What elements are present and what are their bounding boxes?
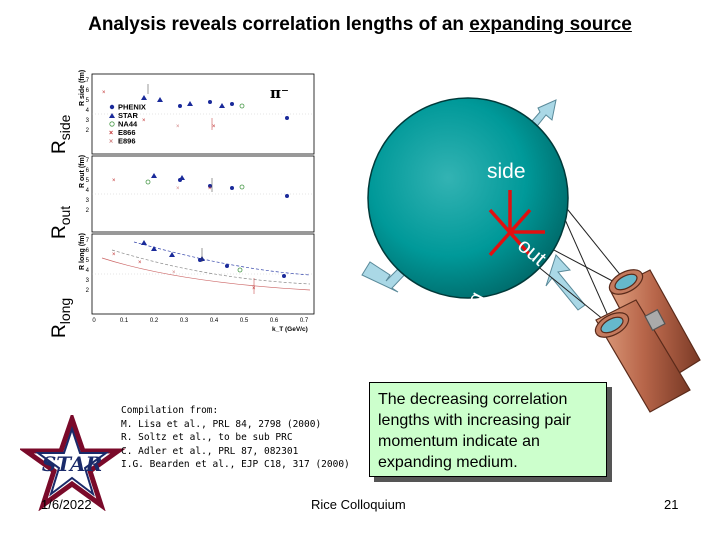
rside-ytick: 7 [86, 78, 90, 84]
pion-label: π⁻ [270, 84, 289, 102]
svg-text:×: × [172, 270, 176, 276]
slide-title: Analysis reveals correlation lengths of … [0, 14, 720, 36]
citation-line: R. Soltz et al., to be sub PRC [121, 432, 293, 443]
svg-text:×: × [142, 118, 146, 124]
svg-text:×: × [138, 260, 142, 266]
title-prefix: Analysis reveals correlation lengths of … [88, 14, 470, 35]
svg-text:0.3: 0.3 [180, 318, 189, 324]
svg-text:0.5: 0.5 [240, 318, 249, 324]
axis-cross [488, 190, 545, 257]
hbt-radii-plot: 7 6 5 4 3 2 7 6 5 4 3 2 7 6 5 4 3 2 R side (fm) R out (… [79, 70, 315, 333]
svg-text:5: 5 [86, 98, 90, 104]
svg-text:4: 4 [86, 268, 90, 274]
star-logo: STAR [20, 415, 126, 511]
plot-xlabel: k_T (GeV/c) [272, 326, 308, 333]
svg-text:0.6: 0.6 [270, 318, 279, 324]
svg-text:×: × [109, 139, 113, 146]
citation-line: I.G. Bearden et al., EJP C18, 317 (2000) [121, 459, 350, 470]
legend-e866: E866 [118, 128, 136, 137]
svg-text:7: 7 [86, 158, 90, 164]
svg-text:4: 4 [86, 108, 90, 114]
callout-text: The decreasing correlation lengths with … [378, 391, 571, 471]
legend-phenix: PHENIX [118, 103, 146, 112]
svg-text:0.1: 0.1 [120, 318, 129, 324]
rside-fm-label: R side (fm) [79, 70, 86, 106]
rlong-points: ×××× [112, 240, 286, 294]
footer-date: 1/6/2022 [41, 497, 92, 512]
svg-text:2: 2 [86, 128, 90, 134]
rlong-fm-label: R long (fm) [79, 233, 86, 270]
callout-box: The decreasing correlation lengths with … [369, 382, 607, 477]
svg-text:2: 2 [86, 288, 90, 294]
rout-points: × × × [112, 173, 289, 198]
svg-text:0.7: 0.7 [300, 318, 309, 324]
svg-text:0.2: 0.2 [150, 318, 159, 324]
svg-text:×: × [212, 124, 216, 130]
svg-text:×: × [112, 178, 116, 184]
title-emphasis: expanding source [469, 14, 632, 35]
side-label: side [487, 160, 526, 183]
binoculars-icon [594, 269, 701, 413]
svg-text:3: 3 [86, 198, 90, 204]
expanding-sphere [367, 97, 569, 299]
svg-text:0: 0 [92, 318, 96, 324]
star-logo-text: STAR [42, 452, 102, 476]
page-number: 21 [664, 497, 679, 512]
svg-text:6: 6 [86, 168, 90, 174]
svg-text:6: 6 [86, 88, 90, 94]
svg-text:×: × [109, 130, 113, 137]
rside-points: × × × × [102, 84, 289, 130]
svg-text:5: 5 [86, 258, 90, 264]
citation-block: Compilation from: M. Lisa et al., PRL 84,… [121, 404, 350, 472]
footer-venue: Rice Colloquium [311, 497, 406, 512]
legend-na44: NA44 [118, 120, 138, 129]
svg-text:4: 4 [86, 188, 90, 194]
svg-text:7: 7 [86, 238, 90, 244]
svg-text:6: 6 [86, 248, 90, 254]
svg-text:5: 5 [86, 178, 90, 184]
citation-line: M. Lisa et al., PRL 84, 2798 (2000) [121, 418, 322, 430]
svg-text:×: × [176, 186, 180, 192]
legend-e896: E896 [118, 137, 136, 146]
plot-legend: PHENIX STAR NA44 × E866 × E896 [109, 103, 146, 146]
svg-text:×: × [208, 186, 212, 192]
svg-text:0.4: 0.4 [210, 318, 219, 324]
svg-text:2: 2 [86, 208, 90, 214]
rout-fm-label: R out (fm) [79, 155, 86, 188]
rlong-curves [101, 241, 311, 291]
svg-text:×: × [112, 252, 116, 258]
svg-text:3: 3 [86, 278, 90, 284]
citation-line: Compilation from: [121, 405, 219, 416]
svg-text:3: 3 [86, 118, 90, 124]
citation-line: C. Adler et al., PRL 87, 082301 [121, 445, 299, 457]
svg-text:×: × [176, 124, 180, 130]
svg-text:×: × [102, 90, 106, 96]
legend-star: STAR [118, 111, 138, 120]
